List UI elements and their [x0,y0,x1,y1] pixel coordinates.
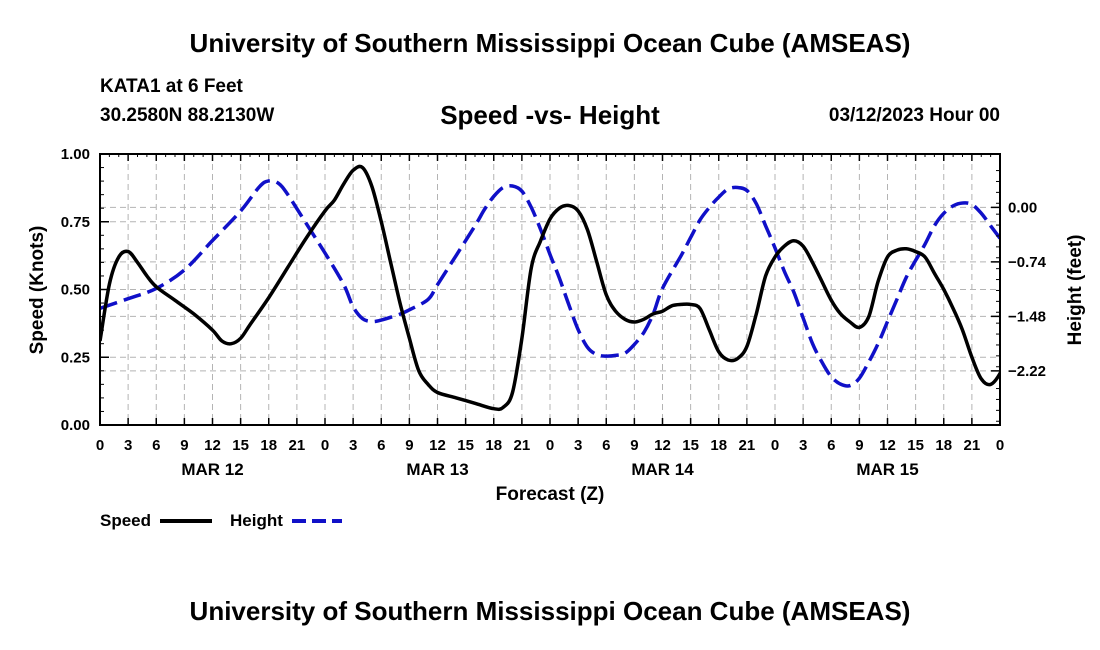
day-label: MAR 13 [406,460,468,479]
footer-title: University of Southern Mississippi Ocean… [189,596,911,626]
x-tick-label: 0 [996,437,1004,454]
x-tick-label: 12 [654,437,671,454]
y-right-tick-label: 0.00 [1008,199,1037,216]
x-tick-label: 3 [124,437,132,454]
x-tick-label: 15 [907,437,924,454]
x-tick-label: 15 [457,437,474,454]
y-axis-left-title: Speed (Knots) [27,226,48,355]
speed-height-chart: 0 3 6 9 12 15 18 21 0 3 6 9 12 15 18 21 0 3 6 9 12 15 18 21 0 3 6 9… [27,146,1086,530]
x-tick-label: 12 [204,437,221,454]
x-tick-label: 18 [485,437,502,454]
y-right-tick-label: −2.22 [1008,363,1046,380]
x-tick-label: 18 [710,437,727,454]
legend: Speed Height [100,511,342,530]
x-tick-label: 0 [96,437,104,454]
day-label: MAR 14 [631,460,694,479]
x-tick-label: 9 [630,437,638,454]
x-tick-label: 0 [771,437,779,454]
legend-height-label: Height [230,511,283,530]
x-tick-label: 6 [152,437,160,454]
x-tick-label: 9 [180,437,188,454]
x-tick-label: 12 [429,437,446,454]
x-tick-label: 21 [514,437,531,454]
legend-speed-label: Speed [100,511,151,530]
grid-lines [100,154,1000,425]
x-tick-label: 18 [935,437,952,454]
series-layer [100,164,1000,412]
axis-labels: 0 3 6 9 12 15 18 21 0 3 6 9 12 15 18 21 0 3 6 9 12 15 18 21 0 3 6 9… [61,146,1047,479]
x-tick-label: 0 [321,437,329,454]
x-tick-label: 3 [574,437,582,454]
station-label: KATA1 at 6 Feet [100,76,243,97]
forecast-date: 03/12/2023 Hour 00 [828,105,1000,126]
y-left-tick-label: 0.75 [61,214,90,231]
y-left-tick-label: 0.25 [61,349,90,366]
x-tick-label: 21 [739,437,756,454]
chart-title: Speed -vs- Height [440,100,660,130]
day-label: MAR 15 [856,460,918,479]
x-tick-label: 15 [232,437,249,454]
y-left-tick-label: 0.00 [61,417,90,434]
x-tick-label: 21 [289,437,306,454]
y-axis-right-title: Height (feet) [1065,235,1086,346]
day-label: MAR 12 [181,460,243,479]
x-tick-label: 6 [602,437,610,454]
y-left-tick-label: 1.00 [61,146,90,163]
x-axis-title: Forecast (Z) [496,484,605,505]
x-tick-label: 18 [260,437,277,454]
x-tick-label: 3 [799,437,807,454]
y-right-tick-label: −0.74 [1008,254,1047,271]
page-title: University of Southern Mississippi Ocean… [189,28,911,58]
x-tick-label: 15 [682,437,699,454]
x-tick-label: 6 [827,437,835,454]
y-left-tick-label: 0.50 [61,282,90,299]
y-right-tick-label: −1.48 [1008,308,1046,325]
axis-ticks [99,153,1001,426]
series-speed-line [100,164,1000,412]
x-tick-label: 9 [405,437,413,454]
x-tick-label: 3 [349,437,357,454]
x-tick-label: 21 [964,437,981,454]
x-tick-label: 0 [546,437,554,454]
series-height-line [100,178,1000,388]
x-tick-label: 9 [855,437,863,454]
x-tick-label: 6 [377,437,385,454]
x-tick-label: 12 [879,437,896,454]
station-coordinates: 30.2580N 88.2130W [100,105,275,126]
